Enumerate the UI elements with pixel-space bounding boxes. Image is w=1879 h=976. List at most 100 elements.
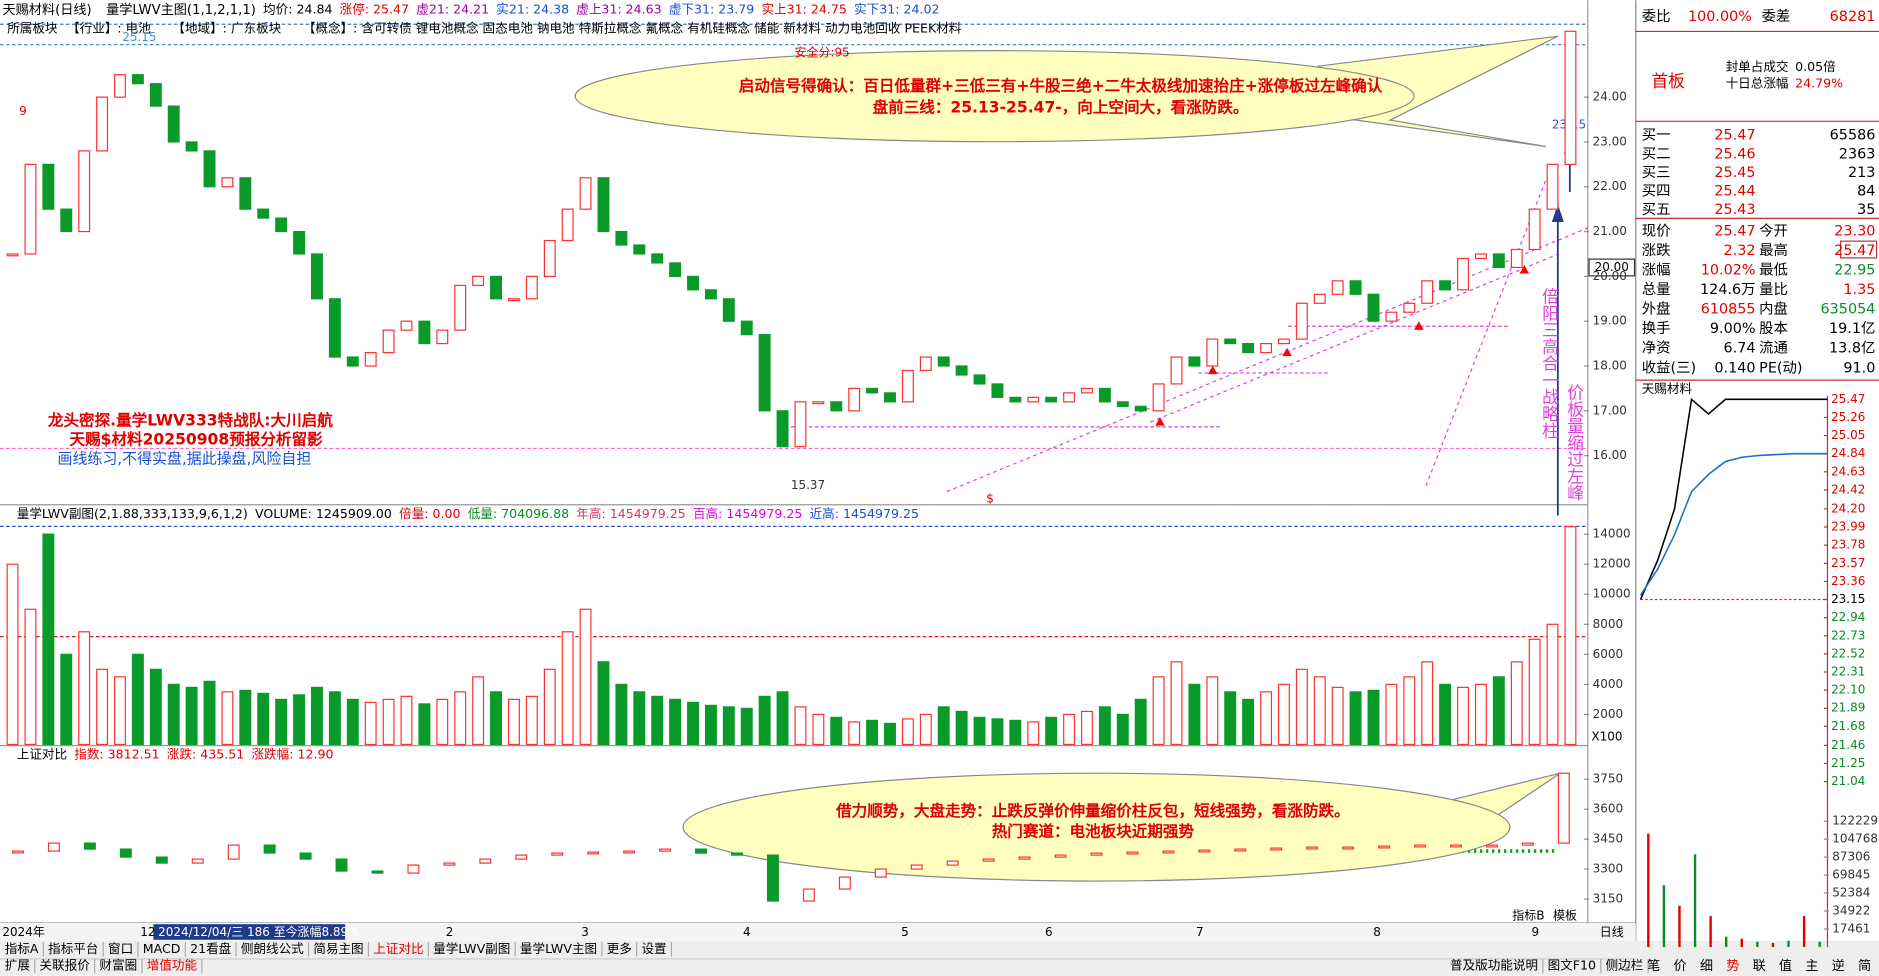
- candle: [6, 253, 19, 257]
- label: 35: [1857, 202, 1875, 218]
- tab[interactable]: 上证对比: [373, 941, 423, 956]
- tab[interactable]: MACD: [143, 941, 181, 956]
- intraday-volume-bar: [1740, 938, 1743, 947]
- volume-bar: [776, 691, 789, 746]
- label: 买五: [1642, 201, 1671, 218]
- volume-bar: [704, 704, 717, 746]
- volume-bar: [543, 668, 556, 746]
- label: 内盘: [1759, 300, 1788, 318]
- volume-bar: [400, 695, 413, 746]
- label: 25.45: [1714, 165, 1755, 181]
- candle: [651, 253, 664, 264]
- volume-bar: [1295, 668, 1308, 746]
- candle: [866, 387, 879, 394]
- label: 22.95: [1834, 263, 1875, 279]
- side-tab[interactable]: 势: [1726, 958, 1739, 974]
- tab[interactable]: 财富圈: [99, 958, 137, 973]
- side-tab[interactable]: 联: [1753, 958, 1766, 974]
- label: 流通: [1759, 340, 1788, 357]
- candle: [239, 177, 252, 210]
- side-tab[interactable]: 值: [1779, 958, 1792, 974]
- candle: [293, 230, 306, 255]
- signal-arrow: [1414, 321, 1424, 330]
- candle: [60, 208, 73, 233]
- y-tick-label: 19.00: [1593, 314, 1627, 328]
- header-stat: 均价: 24.84: [263, 1, 332, 16]
- label: 9.00%: [1710, 321, 1756, 337]
- candle: [11, 850, 24, 854]
- volume-header-item: 低量: 704096.88: [468, 506, 569, 521]
- tab[interactable]: 指标平台: [48, 941, 98, 956]
- label: 9: [19, 104, 27, 118]
- candle: [167, 105, 180, 143]
- y-tick-label: 18.00: [1593, 359, 1627, 373]
- candle: [1134, 405, 1147, 412]
- tab[interactable]: 21看盘: [190, 941, 232, 956]
- tab[interactable]: 量学LWV副图: [433, 941, 510, 956]
- candle: [257, 208, 270, 219]
- candle: [1557, 772, 1570, 844]
- button[interactable]: 指标B: [1512, 907, 1544, 922]
- side-tab[interactable]: 细: [1700, 958, 1713, 974]
- y-tick-label: 104768: [1832, 832, 1878, 846]
- y-tick-label: 21.68: [1831, 719, 1865, 733]
- tab[interactable]: 侧边栏: [1606, 958, 1644, 973]
- volume-bar: [1063, 713, 1076, 746]
- tab[interactable]: 扩展: [5, 958, 31, 973]
- intraday-volume-bar: [1787, 940, 1790, 947]
- candle: [47, 842, 60, 852]
- tab[interactable]: 窗口: [108, 941, 133, 956]
- tab[interactable]: 关联报价: [40, 958, 91, 973]
- side-tab[interactable]: 逆: [1832, 958, 1845, 974]
- tab[interactable]: 量学LWV主图: [520, 941, 597, 956]
- candle: [418, 320, 431, 345]
- date-label: 3: [581, 925, 589, 939]
- tab[interactable]: 指标A: [5, 941, 39, 956]
- hint-box: [153, 924, 346, 940]
- candle: [1510, 248, 1523, 269]
- candle: [1313, 293, 1326, 304]
- candle: [1224, 338, 1237, 345]
- tab[interactable]: 设置: [641, 941, 666, 956]
- tab[interactable]: 侧朗线公式: [241, 941, 304, 956]
- candle: [400, 320, 413, 331]
- tab[interactable]: 普及版功能说明: [1450, 958, 1538, 973]
- label: 25.46: [1714, 146, 1755, 162]
- header-stat: 虚上31: 24.63: [576, 1, 661, 16]
- tab[interactable]: 简易主图: [313, 941, 363, 956]
- side-tab[interactable]: 主: [1805, 958, 1818, 974]
- volume-bar: [131, 653, 144, 746]
- y-tick-label: 8000: [1593, 617, 1623, 631]
- y-tick-label: 24.20: [1831, 501, 1865, 515]
- label: 13.8亿: [1829, 340, 1875, 357]
- volume-bar: [1331, 686, 1344, 746]
- side-tab[interactable]: 价: [1673, 959, 1686, 974]
- volume-bar: [1439, 683, 1452, 746]
- volume-bar: [525, 695, 538, 746]
- volume-bar: [328, 691, 341, 746]
- date-label: 8: [1373, 925, 1381, 939]
- button[interactable]: 模板: [1553, 908, 1577, 922]
- candle: [597, 177, 610, 233]
- tab-bar: [0, 940, 1879, 976]
- note: 龙头密探.量学LWV333特战队:大川启航: [47, 410, 333, 429]
- intraday-line: [1639, 452, 1828, 596]
- tab[interactable]: 增值功能: [147, 958, 198, 973]
- date-label: 5: [901, 925, 909, 939]
- candle: [1414, 844, 1427, 848]
- volume-bar: [1009, 719, 1022, 746]
- side-tab[interactable]: 笔: [1647, 958, 1660, 974]
- tab[interactable]: 图文F10: [1548, 958, 1596, 973]
- candle: [1270, 847, 1283, 851]
- candle: [982, 858, 995, 862]
- y-tick-label: 17461: [1832, 921, 1870, 935]
- candle: [973, 374, 986, 385]
- trend-line: [1150, 253, 1559, 423]
- label: 25.43: [1714, 202, 1755, 218]
- volume-bar: [1098, 706, 1111, 746]
- tab[interactable]: 更多: [607, 941, 632, 956]
- volume-bar: [1385, 683, 1398, 746]
- y-tick-label: 17.00: [1593, 403, 1627, 417]
- side-tab[interactable]: 简: [1858, 957, 1871, 974]
- note: 天赐$材料20250908预报分析留影: [70, 430, 324, 449]
